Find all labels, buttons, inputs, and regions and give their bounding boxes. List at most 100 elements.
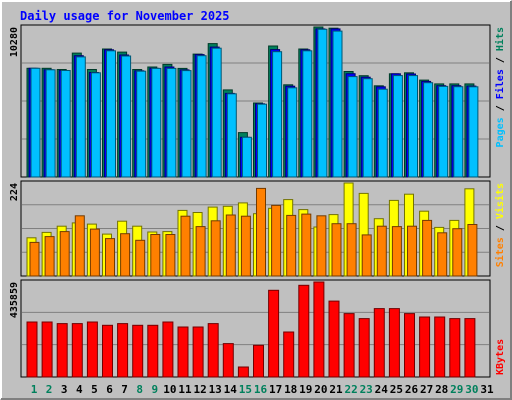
bar-kbytes-day-17 [268,289,280,378]
x-tick-label-day-6: 6 [106,383,113,396]
bar-kbytes-day-27 [419,316,431,378]
bar-kbytes-day-21 [328,300,340,378]
x-tick-label-day-9: 9 [151,383,158,396]
bar-pages-day-6 [106,50,116,178]
bar-pages-day-29 [453,86,464,178]
bar-sites-day-18 [286,214,297,277]
bar-sites-day-1 [29,241,40,277]
legend-sep-2: / [495,51,506,69]
x-tick-label-day-22: 22 [344,383,357,396]
bar-kbytes-day-24 [373,308,385,378]
x-tick-label-day-14: 14 [224,383,238,396]
bar-sites-day-7 [120,233,131,277]
bar-pages-day-2 [45,69,56,178]
legend-sep-1: / [495,99,506,117]
bar-kbytes-day-20 [313,281,325,378]
bar-kbytes-day-11 [177,326,189,378]
bar-pages-day-10 [166,67,177,178]
bar-kbytes-day-8 [132,324,144,378]
bar-pages-day-23 [362,78,373,178]
bar-kbytes-day-10 [162,321,174,378]
legend-sep-3: / [495,219,506,237]
bar-pages-day-9 [151,67,162,178]
bar-sites-day-17 [271,204,282,277]
bar-kbytes-day-14 [222,343,234,378]
kbytes-legend: KBytes [495,339,506,375]
bar-sites-day-5 [89,228,100,277]
x-tick-label-day-17: 17 [269,383,282,396]
legend-visits: Visits [494,183,506,219]
bar-pages-day-17 [272,51,283,178]
x-tick-label-day-29: 29 [450,383,463,396]
panel-visits: 224 Sites / Visits [9,180,506,277]
bar-pages-day-21 [332,30,343,178]
usage-bars [26,26,479,178]
bar-sites-day-29 [452,228,463,277]
x-tick-label-day-21: 21 [329,383,343,396]
bar-kbytes-day-18 [283,331,295,378]
visits-ymax-label: 224 [9,183,20,201]
x-tick-label-day-19: 19 [299,383,312,396]
x-tick-label-day-7: 7 [121,383,128,396]
x-tick-label-day-24: 24 [375,383,389,396]
x-tick-label-day-15: 15 [239,383,252,396]
kbytes-bars [26,281,476,378]
x-tick-label-day-16: 16 [254,383,268,396]
bar-kbytes-day-3 [56,323,68,378]
bar-pages-day-14 [226,93,237,178]
bar-kbytes-day-2 [41,321,53,378]
bar-kbytes-day-6 [102,324,113,378]
bar-pages-day-3 [60,70,71,178]
bar-sites-day-15 [240,215,251,277]
bar-pages-day-28 [438,85,449,178]
x-tick-label-day-13: 13 [209,383,222,396]
bar-kbytes-day-13 [207,323,219,378]
bar-pages-day-4 [75,56,86,178]
x-tick-label-day-31: 31 [480,383,494,396]
bar-sites-day-9 [150,234,161,277]
bar-pages-day-20 [317,28,328,178]
bar-pages-day-5 [90,72,101,178]
bar-sites-day-12 [195,226,206,277]
bar-pages-day-22 [347,76,358,178]
bar-kbytes-day-22 [343,313,355,378]
bar-sites-day-21 [331,223,342,277]
bar-pages-day-24 [377,88,388,178]
x-tick-label-day-20: 20 [314,383,327,396]
x-tick-label-day-10: 10 [163,383,176,396]
bar-sites-day-13 [210,220,221,277]
bar-sites-day-19 [301,213,312,277]
x-tick-label-day-23: 23 [360,383,373,396]
bar-pages-day-1 [30,67,41,178]
bar-kbytes-day-1 [26,321,38,378]
x-tick-label-day-12: 12 [193,383,206,396]
x-tick-label-day-30: 30 [465,383,478,396]
bar-kbytes-day-7 [117,323,129,378]
bar-pages-day-26 [408,75,418,178]
bar-sites-day-14 [225,214,236,277]
bar-pages-day-7 [121,55,132,178]
kbytes-ymax-label: 435859 [9,282,20,318]
legend-hits: Hits [494,27,506,51]
bar-sites-day-24 [376,225,387,277]
bar-sites-day-11 [180,215,191,277]
bar-pages-day-11 [181,70,192,178]
bar-sites-day-10 [165,234,176,277]
bar-sites-day-4 [74,215,85,277]
graph-title: Daily usage for November 2025 [20,9,230,23]
legend-pages: Pages [495,117,506,147]
x-tick-label-day-3: 3 [61,383,68,396]
bar-sites-day-8 [135,239,146,277]
bar-kbytes-day-4 [71,323,83,378]
bar-sites-day-20 [316,215,327,277]
bar-sites-day-2 [44,236,55,277]
x-tick-label-day-8: 8 [136,383,143,396]
x-tick-label-day-18: 18 [284,383,297,396]
panel-kbytes: 435859 KBytes [9,279,506,378]
usage-legend: Pages / Files / Hits [494,27,506,147]
bar-kbytes-day-16 [253,344,264,378]
panel-usage: 10280 Pages / Files / Hits [9,24,506,178]
bar-sites-day-3 [59,231,70,277]
bar-pages-day-30 [468,86,479,178]
